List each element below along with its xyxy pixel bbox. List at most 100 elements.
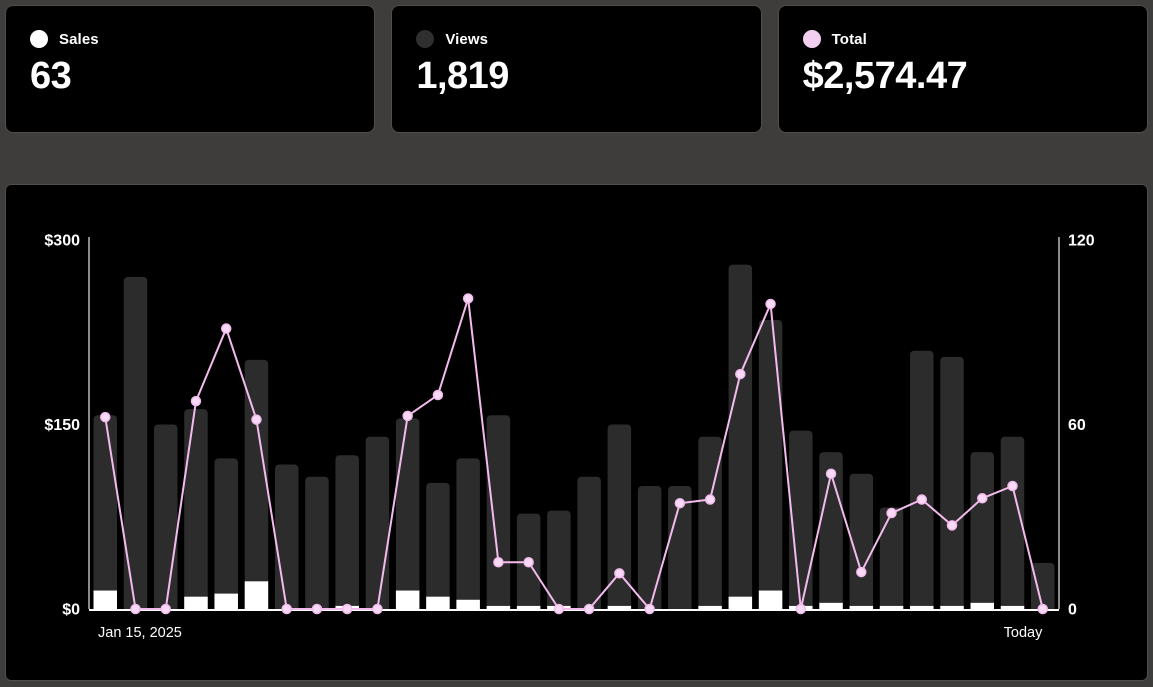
total-point [341, 603, 353, 615]
sales-bar [940, 605, 964, 609]
sales-views-total-chart[interactable]: $300 $150 $0 120 60 0 Jan 15, 2025 Today [6, 185, 1147, 680]
views-bar [970, 452, 995, 609]
total-point [735, 368, 746, 380]
total-point [160, 603, 171, 615]
stat-card-sales: Sales 63 [5, 5, 376, 133]
total-legend-dot-icon [802, 30, 821, 48]
total-point [402, 410, 413, 422]
views-bar [728, 264, 753, 609]
total-point [432, 389, 444, 401]
total-point [553, 603, 565, 615]
sales-bar [395, 590, 420, 609]
card-head: Total [802, 30, 1123, 48]
views-bar [698, 436, 722, 609]
right-axis-tick: 60 [1068, 417, 1086, 434]
card-head: Sales [30, 30, 350, 48]
views-bar [93, 415, 117, 609]
total-line [104, 297, 1044, 610]
sales-bar [819, 602, 843, 609]
views-bar [184, 409, 208, 609]
total-point [462, 293, 474, 304]
sales-bar [184, 596, 208, 609]
total-point [251, 414, 262, 425]
stat-card-views: Views 1,819 [391, 5, 762, 133]
total-point [372, 603, 383, 615]
views-bar [335, 455, 359, 609]
x-axis-start-label: Jan 15, 2025 [98, 625, 182, 641]
total-point [614, 568, 625, 579]
analytics-chart-panel: $300 $150 $0 120 60 0 Jan 15, 2025 Today [5, 184, 1148, 681]
views-legend-dot-icon [416, 30, 435, 48]
sales-bar [214, 593, 238, 609]
sales-bar [728, 596, 753, 609]
stat-card-label: Sales [59, 30, 99, 48]
sales-bar [607, 605, 632, 609]
views-bar [395, 418, 420, 609]
views-bar [214, 458, 238, 609]
right-axis-tick: 120 [1068, 233, 1095, 250]
stat-card-total: Total $2,574.47 [777, 5, 1148, 133]
sales-bar [1000, 605, 1025, 609]
stat-card-label: Total [831, 30, 867, 48]
views-bar [577, 476, 601, 609]
total-point [311, 603, 323, 615]
views-bar [426, 482, 450, 609]
left-axis-tick: $300 [44, 233, 80, 250]
views-bar [305, 476, 329, 609]
views-bar [758, 319, 783, 609]
total-point [493, 557, 504, 568]
total-point [856, 566, 867, 578]
views-bar [668, 486, 692, 609]
left-axis-tick: $0 [62, 602, 80, 619]
stat-card-value: 63 [30, 55, 72, 97]
views-bar [607, 424, 632, 609]
sales-bar [516, 605, 541, 609]
views-bar [637, 486, 662, 609]
views-bar [547, 510, 571, 609]
x-axis-end-label: Today [1004, 625, 1043, 641]
total-point [916, 494, 928, 505]
total-point [704, 494, 716, 505]
total-point [220, 323, 232, 334]
sales-bar [486, 605, 511, 609]
sales-bar [910, 605, 934, 609]
views-bar [1000, 436, 1025, 609]
total-point [946, 520, 958, 531]
total-point [825, 468, 837, 479]
total-point [523, 557, 534, 568]
views-bar [123, 276, 148, 609]
views-bar [910, 350, 934, 609]
total-point [130, 603, 141, 615]
total-point [281, 603, 292, 615]
total-point [795, 603, 807, 615]
stat-card-label: Views [445, 30, 489, 48]
total-point [583, 603, 595, 615]
total-point [100, 411, 111, 423]
sales-bar [426, 596, 450, 609]
total-point [1007, 480, 1018, 492]
total-point [644, 603, 655, 615]
views-bar [244, 359, 269, 609]
total-point [977, 493, 988, 504]
sales-bar [879, 605, 904, 609]
sales-bar [244, 581, 269, 609]
views-bar [879, 507, 904, 609]
sales-legend-dot-icon [30, 30, 48, 48]
sales-bar [970, 602, 995, 609]
views-bar [940, 356, 964, 609]
sales-bar [93, 590, 117, 609]
total-point [1037, 603, 1048, 615]
right-axis-tick: 0 [1068, 602, 1077, 619]
stats-cards-row: Sales 63 Views 1,819 Total $2,574.47 [5, 5, 1148, 133]
left-axis-tick: $150 [44, 417, 80, 434]
total-point [190, 395, 202, 407]
total-point [674, 497, 686, 509]
views-bar [274, 464, 299, 609]
views-bar [486, 415, 511, 609]
views-bar [849, 473, 874, 609]
total-point [886, 507, 897, 519]
views-bar [365, 436, 390, 609]
stat-card-value: $2,574.47 [802, 55, 968, 97]
sales-bar [758, 590, 783, 609]
stat-card-value: 1,819 [416, 55, 509, 97]
